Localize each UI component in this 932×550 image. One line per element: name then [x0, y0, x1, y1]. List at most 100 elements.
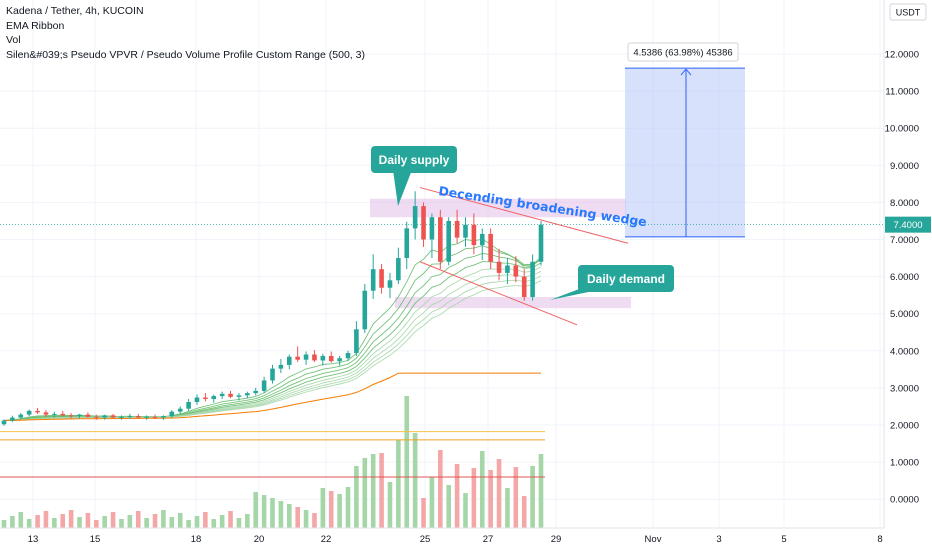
- volume-bar: [286, 504, 292, 528]
- volume-bar: [454, 464, 460, 528]
- volume-bar: [412, 433, 418, 528]
- indicator-vpvr[interactable]: Silen&#039;s Pseudo VPVR / Pseudo Volume…: [6, 48, 365, 61]
- price-tick-label: 5.0000: [890, 309, 919, 320]
- volume-bar: [77, 517, 82, 528]
- candle-body: [496, 261, 502, 273]
- candle-body: [387, 280, 393, 288]
- volume-bars: [1, 396, 544, 528]
- candle: [295, 346, 300, 362]
- candle-body: [186, 401, 191, 409]
- volume-bar: [194, 516, 200, 528]
- volume-bar: [127, 515, 133, 528]
- volume-bar: [219, 515, 225, 528]
- candle: [261, 376, 267, 394]
- candle-body: [245, 393, 250, 396]
- candle: [253, 387, 259, 396]
- volume-bar: [203, 512, 208, 528]
- candle-body: [60, 413, 66, 416]
- time-axis: 13 15 18 20 22 25 27 29 Nov 3 5 8: [0, 527, 932, 550]
- candle: [454, 209, 460, 244]
- volume-bar: [68, 510, 74, 528]
- time-tick-label: 5: [781, 534, 786, 545]
- volume-bar: [152, 514, 158, 528]
- daily-demand-callout-box: [578, 265, 674, 292]
- candle-body: [379, 269, 384, 288]
- target-measure-box: [627, 42, 739, 62]
- candle: [85, 412, 91, 418]
- candle: [463, 217, 468, 247]
- time-tick-label: 13: [28, 534, 39, 545]
- candle: [93, 414, 99, 420]
- price-tick-label: 9.0000: [890, 161, 919, 172]
- candle-body: [412, 206, 418, 229]
- candle-body: [303, 354, 309, 360]
- volume-bar: [387, 482, 393, 528]
- volume-bar: [253, 492, 259, 528]
- volume-bar: [278, 501, 284, 528]
- time-tick-label: 8: [877, 534, 882, 545]
- candle: [52, 411, 57, 418]
- volume-bar: [161, 510, 166, 528]
- candle: [10, 415, 15, 423]
- candles: [1, 191, 544, 426]
- time-tick-label: 22: [321, 534, 332, 545]
- target-measure-label: 4.5386 (63.98%) 45386: [627, 42, 739, 62]
- volume-bar: [328, 491, 334, 528]
- indicator-ema-ribbon[interactable]: EMA Ribbon: [6, 19, 65, 32]
- candle-body: [471, 224, 477, 246]
- candle: [228, 390, 233, 399]
- indicator-vol[interactable]: Vol: [6, 34, 21, 46]
- candle: [421, 202, 426, 247]
- candle: [530, 254, 535, 301]
- candle-body: [429, 217, 435, 240]
- volume-bar: [169, 517, 175, 528]
- price-tick-label: 4.0000: [890, 346, 919, 357]
- volume-bar: [18, 512, 24, 528]
- candle: [152, 414, 158, 420]
- target-arrow-head: [680, 68, 692, 76]
- candle-body: [18, 414, 24, 418]
- candle: [60, 410, 66, 417]
- wedge-upper-line: [419, 187, 629, 244]
- price-tick-label: 2.0000: [890, 421, 919, 432]
- candle-body: [312, 354, 317, 361]
- volume-bar: [446, 485, 452, 528]
- candle: [303, 351, 309, 365]
- candle: [161, 415, 166, 420]
- ema-line: [3, 261, 542, 421]
- volume-bar: [471, 468, 477, 528]
- candle-body: [26, 410, 32, 415]
- candle-body: [521, 276, 527, 298]
- candle-body: [102, 415, 107, 418]
- price-tick-label: 6.0000: [890, 272, 919, 283]
- candle: [328, 351, 334, 363]
- candle-body: [337, 358, 342, 362]
- candle-body: [362, 290, 368, 330]
- candle: [404, 221, 410, 270]
- candle: [429, 213, 435, 259]
- time-tick-label: Nov: [645, 534, 662, 545]
- candle-body: [530, 261, 535, 298]
- candle: [278, 358, 284, 374]
- volume-bar: [505, 488, 510, 528]
- symbol-title[interactable]: Kadena / Tether, 4h, KUCOIN: [6, 5, 144, 17]
- candle: [387, 272, 393, 299]
- candle-body: [463, 224, 468, 238]
- daily-supply-callout-box: [371, 146, 457, 173]
- time-tick-label: 25: [420, 534, 431, 545]
- candle: [312, 350, 317, 362]
- candle: [521, 269, 527, 301]
- candle: [505, 258, 510, 285]
- candle-body: [270, 368, 275, 381]
- volume-bar: [261, 495, 267, 528]
- candle: [169, 410, 175, 418]
- candle: [446, 217, 452, 266]
- volume-bar: [429, 477, 435, 528]
- candle-body: [161, 416, 166, 418]
- time-axis-bg: [0, 528, 932, 550]
- volume-bar: [463, 493, 468, 528]
- candle: [18, 413, 24, 420]
- volume-bar: [10, 516, 15, 528]
- candle: [119, 415, 124, 420]
